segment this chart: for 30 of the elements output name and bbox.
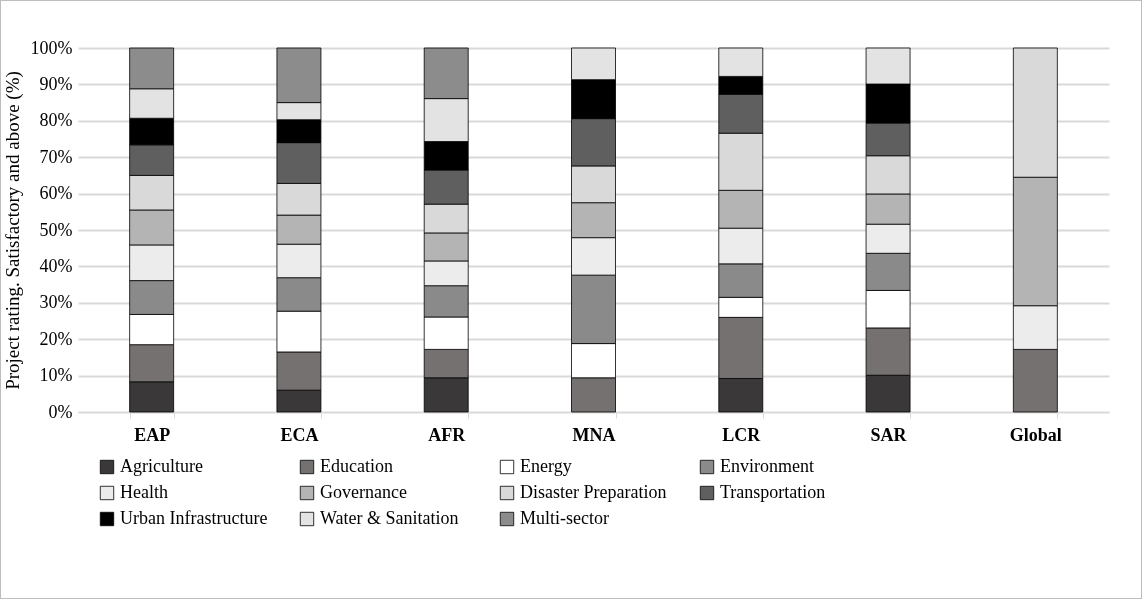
legend-label: Disaster Preparation <box>520 482 667 502</box>
y-tick-label: 90% <box>39 73 73 94</box>
y-tick-label: 40% <box>39 255 73 276</box>
legend-label: Governance <box>320 482 407 502</box>
x-tick-label: Global <box>1009 424 1062 445</box>
legend-label: Environment <box>720 456 814 476</box>
y-axis-title: Project rating. Satisfactory and above (%) <box>1 71 24 390</box>
legend-label: Water & Sanitation <box>320 508 459 528</box>
y-tick-label: 60% <box>39 183 73 204</box>
legend-label: Health <box>120 482 168 502</box>
x-tick-label: AFR <box>428 424 467 445</box>
y-tick-label: 80% <box>39 110 73 131</box>
y-tick-label: 100% <box>30 37 73 58</box>
legend-label: Energy <box>520 456 572 476</box>
y-tick-label: 30% <box>39 292 73 313</box>
x-tick-label: LCR <box>722 424 762 445</box>
legend-label: Multi-sector <box>520 508 609 528</box>
y-tick-label: 0% <box>48 401 73 422</box>
x-tick-label: EAP <box>134 424 171 445</box>
y-tick-label: 50% <box>39 219 73 240</box>
x-tick-label: ECA <box>280 424 319 445</box>
y-tick-label: 20% <box>39 328 73 349</box>
legend-label: Transportation <box>720 482 826 502</box>
x-tick-label: SAR <box>870 424 908 445</box>
y-tick-label: 10% <box>39 365 73 386</box>
y-tick-label: 70% <box>39 146 73 167</box>
legend-label: Urban Infrastructure <box>120 508 268 528</box>
x-tick-label: MNA <box>572 424 616 445</box>
legend-label: Education <box>320 456 393 476</box>
legend-label: Agriculture <box>120 456 203 476</box>
